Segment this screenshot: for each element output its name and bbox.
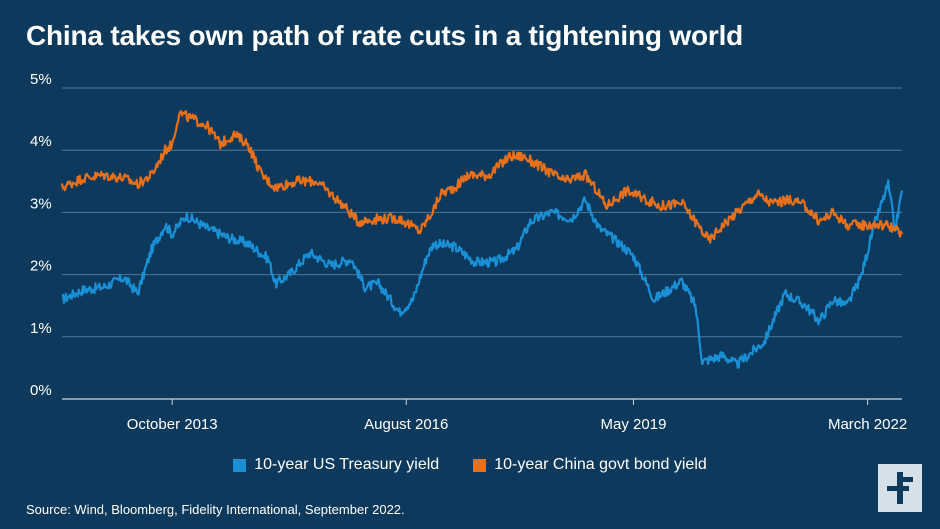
- legend-item-china-govt-bond: 10-year China govt bond yield: [473, 456, 707, 474]
- legend-item-us-treasury: 10-year US Treasury yield: [233, 456, 439, 474]
- y-tick-label: 4%: [30, 133, 52, 150]
- series-line-china-govt-bond: [60, 110, 904, 244]
- x-tick-label: May 2019: [601, 416, 667, 433]
- y-tick-label: 5%: [30, 71, 52, 88]
- source-note: Source: Wind, Bloomberg, Fidelity Intern…: [26, 502, 405, 517]
- chart-legend: 10-year US Treasury yield 10-year China …: [0, 456, 940, 474]
- chart-title: China takes own path of rate cuts in a t…: [26, 20, 744, 51]
- x-tick-label: August 2016: [364, 416, 448, 433]
- legend-swatch-us-treasury: [233, 458, 247, 472]
- fidelity-logo: [878, 464, 922, 512]
- series-line-us-treasury: [61, 179, 904, 369]
- legend-swatch-china-govt-bond: [473, 458, 487, 472]
- legend-label-china-govt-bond: 10-year China govt bond yield: [494, 456, 707, 473]
- x-tick-label: October 2013: [127, 416, 218, 433]
- x-tick-label: March 2022: [828, 416, 907, 433]
- fidelity-f-logo-icon: [887, 472, 913, 504]
- y-tick-label: 3%: [30, 195, 52, 212]
- legend-label-us-treasury: 10-year US Treasury yield: [254, 456, 440, 473]
- y-tick-label: 2%: [30, 258, 52, 275]
- y-tick-label: 1%: [30, 320, 52, 337]
- y-tick-label: 0%: [30, 382, 52, 399]
